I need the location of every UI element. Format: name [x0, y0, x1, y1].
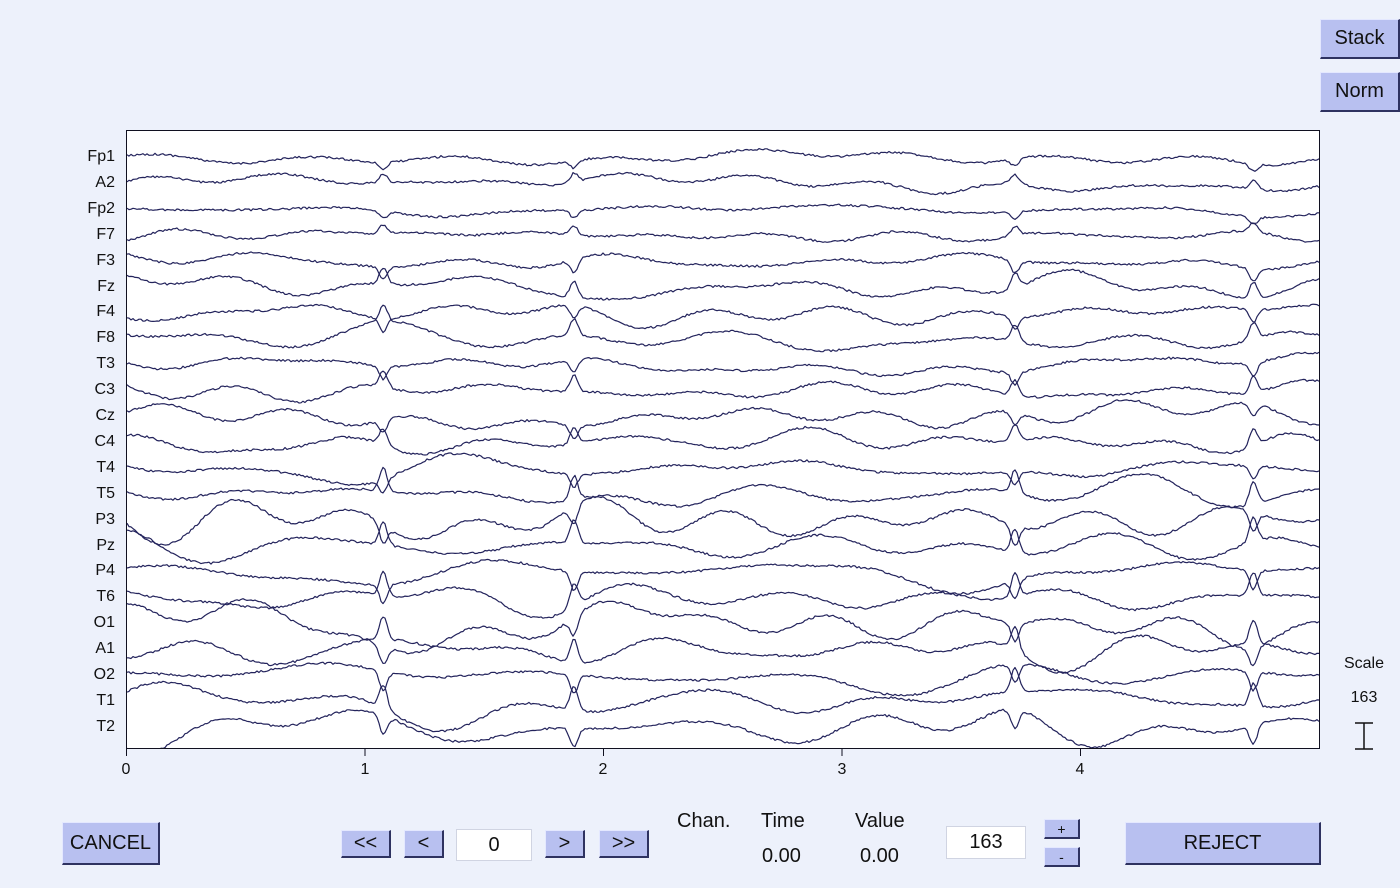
- trace-cz: [127, 399, 1319, 440]
- trace-fz: [127, 267, 1319, 301]
- trace-p4: [127, 558, 1319, 605]
- channel-label-a1: A1: [95, 640, 115, 658]
- channel-label-f8: F8: [96, 329, 115, 347]
- trace-o2: [127, 661, 1319, 697]
- eeg-traces: [127, 148, 1319, 748]
- channel-label-t4: T4: [96, 458, 115, 476]
- trace-t6: [127, 570, 1319, 619]
- channel-label-t2: T2: [96, 717, 115, 735]
- trace-f3: [127, 251, 1319, 282]
- x-tick-label-3: 3: [837, 761, 847, 778]
- trace-f7: [127, 222, 1319, 243]
- value-readout: 0.00: [860, 845, 899, 867]
- trace-p3: [127, 495, 1319, 546]
- time-readout: 0.00: [762, 845, 801, 867]
- trace-c3: [127, 370, 1319, 404]
- scale-decrease-button[interactable]: -: [1044, 847, 1080, 867]
- norm-button[interactable]: Norm: [1320, 72, 1400, 112]
- cancel-button[interactable]: CANCEL: [62, 822, 160, 865]
- channel-label-o1: O1: [93, 614, 115, 632]
- trace-c4: [127, 424, 1319, 456]
- channel-label-o2: O2: [93, 666, 115, 683]
- channel-label-p3: P3: [95, 510, 115, 528]
- channel-label-f4: F4: [96, 303, 115, 321]
- x-tick-label-4: 4: [1075, 761, 1085, 778]
- next-page-button[interactable]: >: [545, 830, 585, 858]
- page-offset-input[interactable]: [456, 829, 532, 861]
- channel-label-fp1: Fp1: [87, 148, 115, 165]
- trace-t1: [127, 666, 1319, 733]
- channel-label-fp2: Fp2: [87, 199, 115, 217]
- first-page-button[interactable]: <<: [341, 830, 391, 858]
- scale-value: 163: [1350, 689, 1378, 706]
- eeg-plot[interactable]: [126, 130, 1320, 749]
- channel-label-pz: Pz: [96, 536, 115, 554]
- channel-label-a2: A2: [95, 173, 115, 191]
- scale-increase-button[interactable]: +: [1044, 819, 1080, 839]
- trace-pz: [127, 516, 1319, 565]
- channel-label-t6: T6: [96, 588, 115, 606]
- scale-input[interactable]: [946, 826, 1026, 859]
- value-header: Value: [855, 810, 905, 832]
- channel-label-c4: C4: [94, 432, 115, 450]
- trace-t3: [127, 351, 1319, 386]
- trace-t5: [127, 466, 1319, 509]
- trace-f8: [127, 304, 1319, 353]
- channel-label-t1: T1: [96, 691, 115, 709]
- channel-label-f3: F3: [96, 251, 115, 269]
- prev-page-button[interactable]: <: [404, 830, 444, 858]
- channel-label-p4: P4: [95, 562, 115, 580]
- trace-a1: [127, 616, 1319, 674]
- scale-bar-icon: [1355, 722, 1373, 750]
- stack-button[interactable]: Stack: [1320, 19, 1400, 59]
- trace-a2: [127, 171, 1319, 196]
- chan-header: Chan.: [677, 810, 731, 832]
- channel-label-f7: F7: [96, 225, 115, 243]
- channel-label-t5: T5: [96, 484, 115, 502]
- trace-t2: [127, 708, 1319, 748]
- reject-button[interactable]: REJECT: [1125, 822, 1321, 865]
- trace-fp1: [127, 148, 1319, 172]
- channel-label-fz: Fz: [97, 277, 115, 295]
- trace-o1: [127, 598, 1319, 667]
- channel-label-c3: C3: [94, 381, 115, 399]
- trace-fp2: [127, 203, 1319, 224]
- time-header: Time: [761, 810, 805, 832]
- x-tick-label-2: 2: [598, 761, 608, 778]
- last-page-button[interactable]: >>: [599, 830, 649, 858]
- x-tick-label-0: 0: [121, 761, 131, 778]
- trace-t4: [127, 452, 1319, 494]
- scale-label: Scale: [1343, 655, 1385, 672]
- channel-label-cz: Cz: [95, 407, 115, 424]
- x-tick-label-1: 1: [360, 761, 370, 778]
- channel-label-t3: T3: [96, 355, 115, 373]
- trace-f4: [127, 303, 1319, 334]
